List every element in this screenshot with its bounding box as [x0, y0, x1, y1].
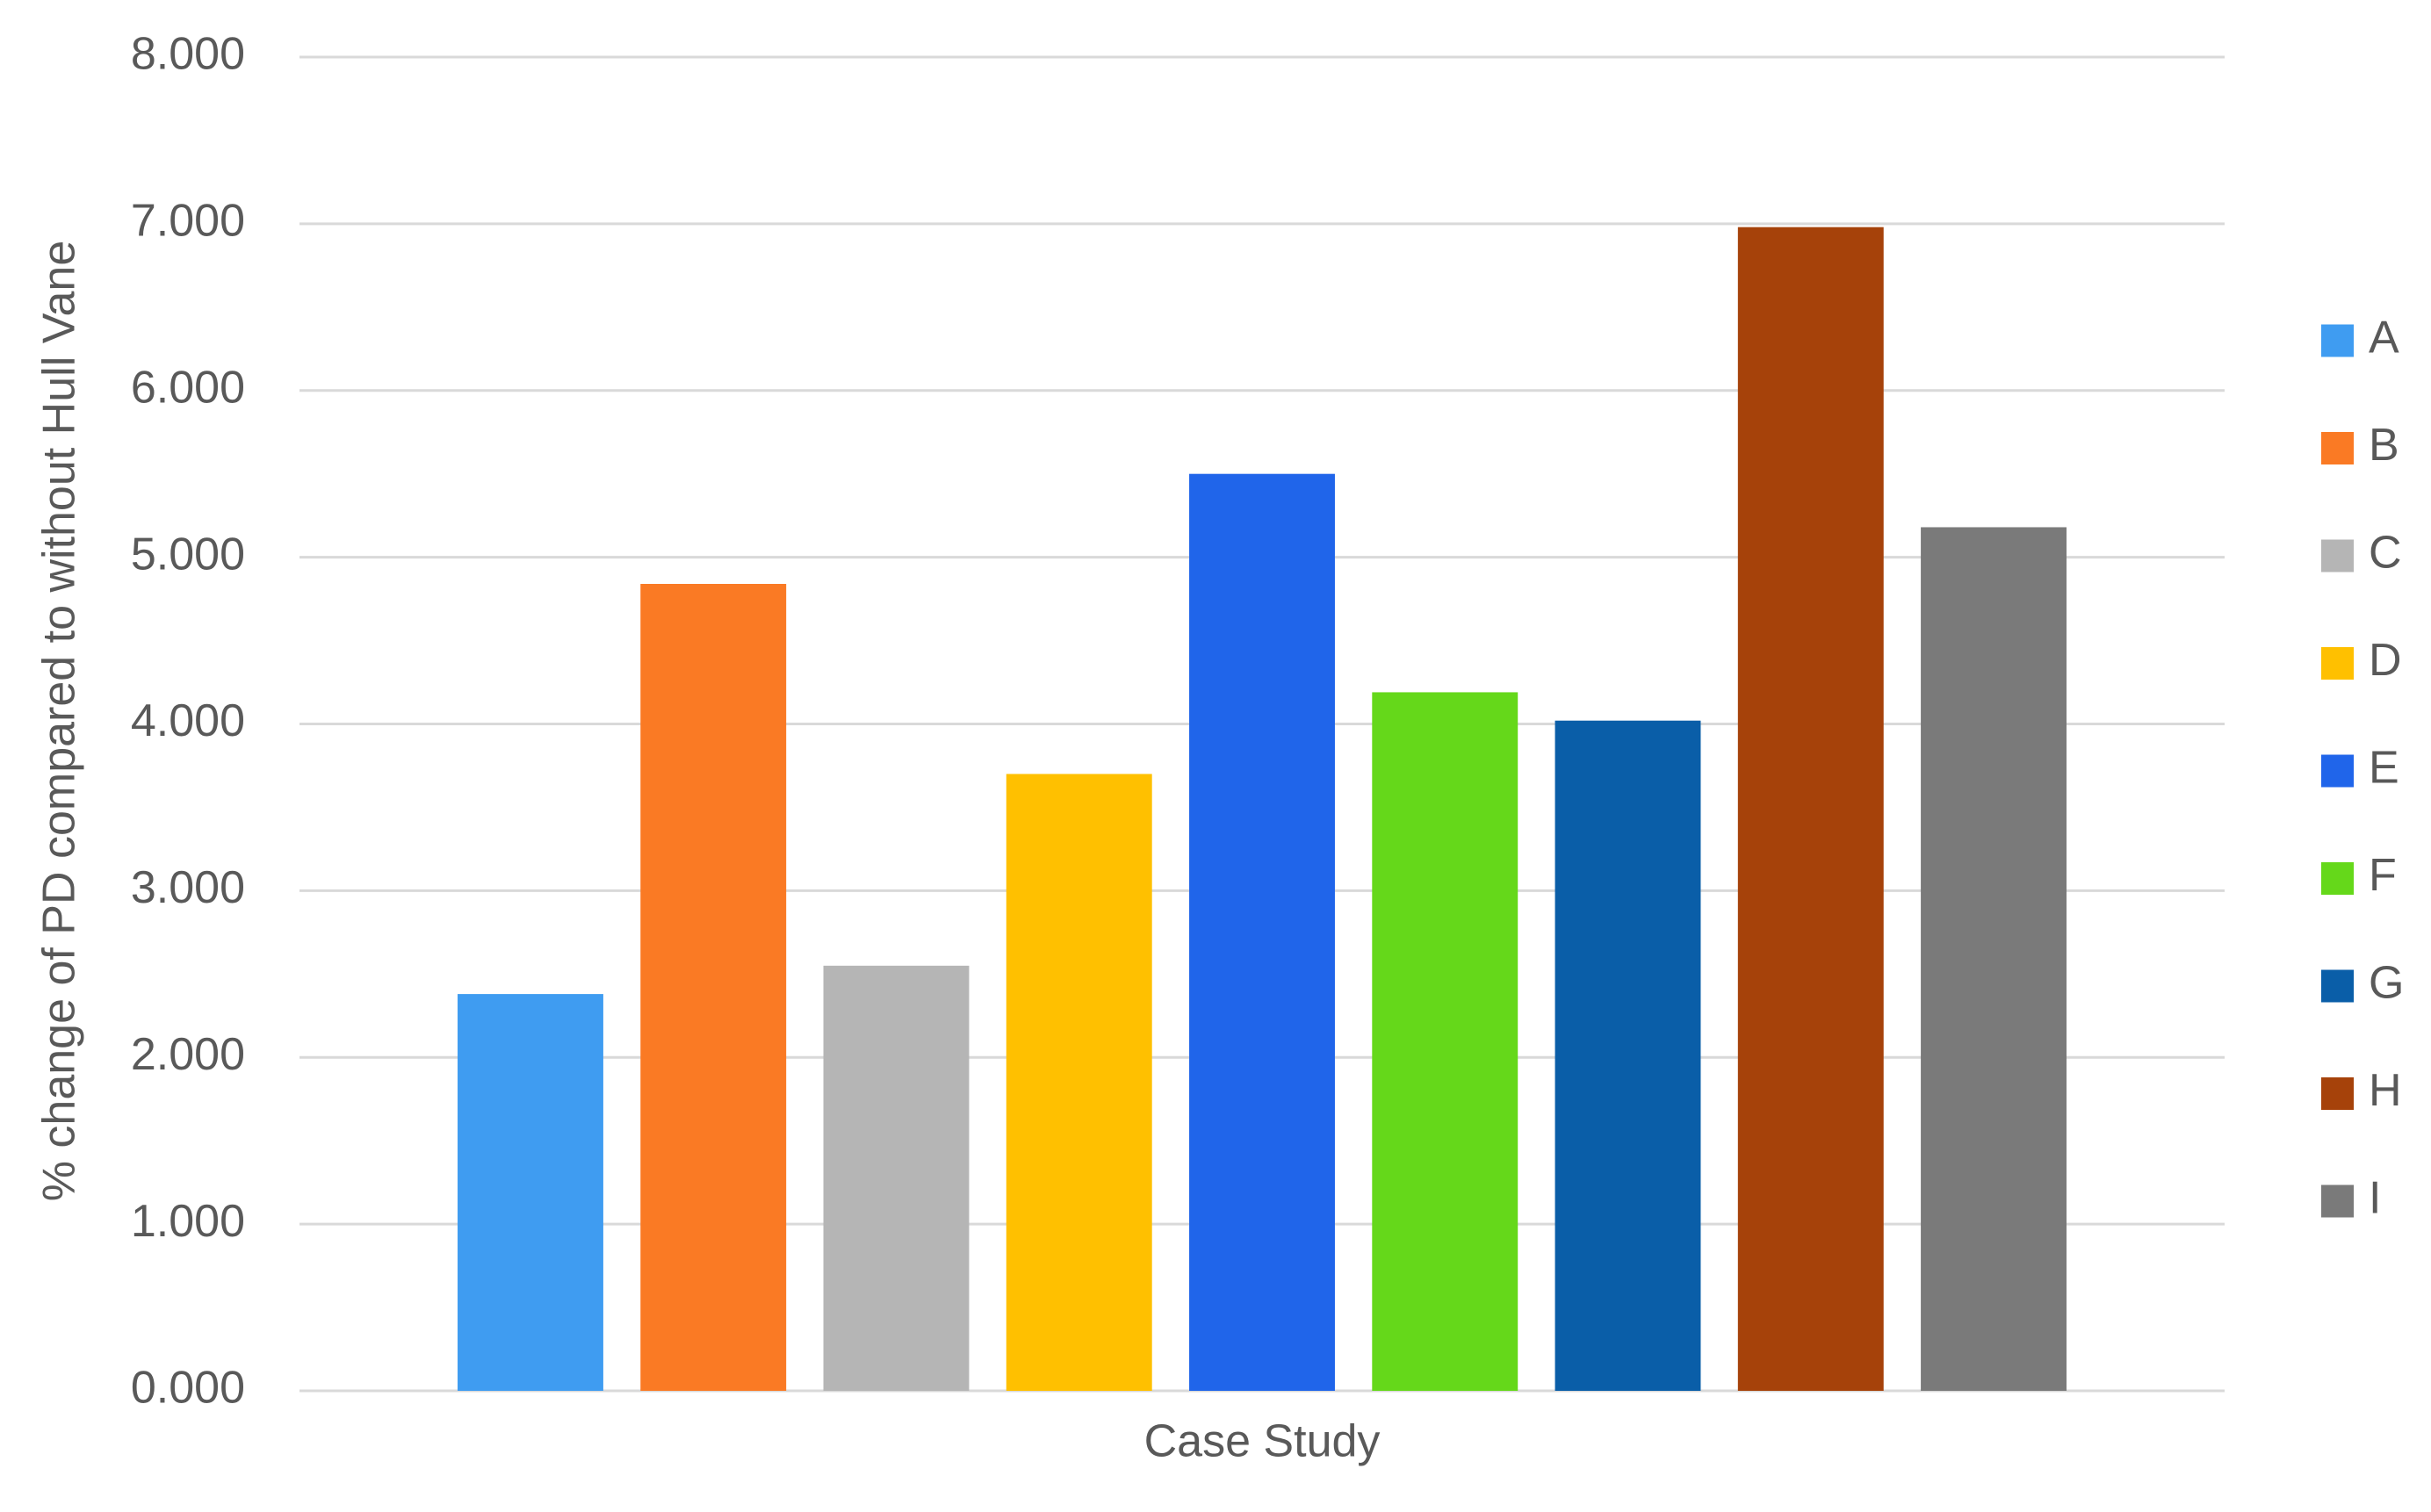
bar [1921, 527, 2067, 1391]
legend-label: A [2369, 313, 2399, 364]
legend-swatch [2321, 324, 2354, 357]
legend-swatch [2321, 432, 2354, 464]
bar [1737, 227, 1884, 1391]
x-axis-title: Case Study [1144, 1416, 1381, 1467]
y-tick-label: 2.000 [131, 1029, 245, 1080]
bar [1006, 774, 1152, 1391]
bar [1555, 720, 1701, 1391]
legend-swatch [2321, 647, 2354, 680]
legend-label: I [2369, 1173, 2381, 1224]
bar [1189, 473, 1335, 1391]
bar [640, 584, 787, 1391]
y-tick-label: 3.000 [131, 862, 245, 913]
legend-label: B [2369, 420, 2399, 471]
y-axis-title: % change of PD compared to without Hull … [34, 241, 85, 1202]
legend-swatch [2321, 969, 2354, 1003]
y-tick-label: 8.000 [131, 29, 245, 80]
y-tick-label: 0.000 [131, 1363, 245, 1414]
legend-label: G [2369, 958, 2404, 1009]
legend-swatch [2321, 862, 2354, 895]
legend-label: E [2369, 743, 2399, 794]
y-tick-label: 6.000 [131, 362, 245, 413]
y-tick-label: 5.000 [131, 529, 245, 580]
legend-label: C [2369, 528, 2402, 579]
legend-swatch [2321, 1184, 2354, 1218]
bar [1372, 692, 1518, 1391]
legend-label: H [2369, 1065, 2402, 1116]
legend-swatch [2321, 1077, 2354, 1110]
bar [823, 965, 970, 1391]
legend-swatch [2321, 539, 2354, 572]
bar [458, 994, 603, 1391]
legend-label: F [2369, 850, 2397, 901]
y-tick-label: 4.000 [131, 695, 245, 746]
y-tick-label: 1.000 [131, 1196, 245, 1247]
legend-label: D [2369, 635, 2402, 686]
y-tick-label: 7.000 [131, 196, 245, 247]
legend-swatch [2321, 754, 2354, 788]
